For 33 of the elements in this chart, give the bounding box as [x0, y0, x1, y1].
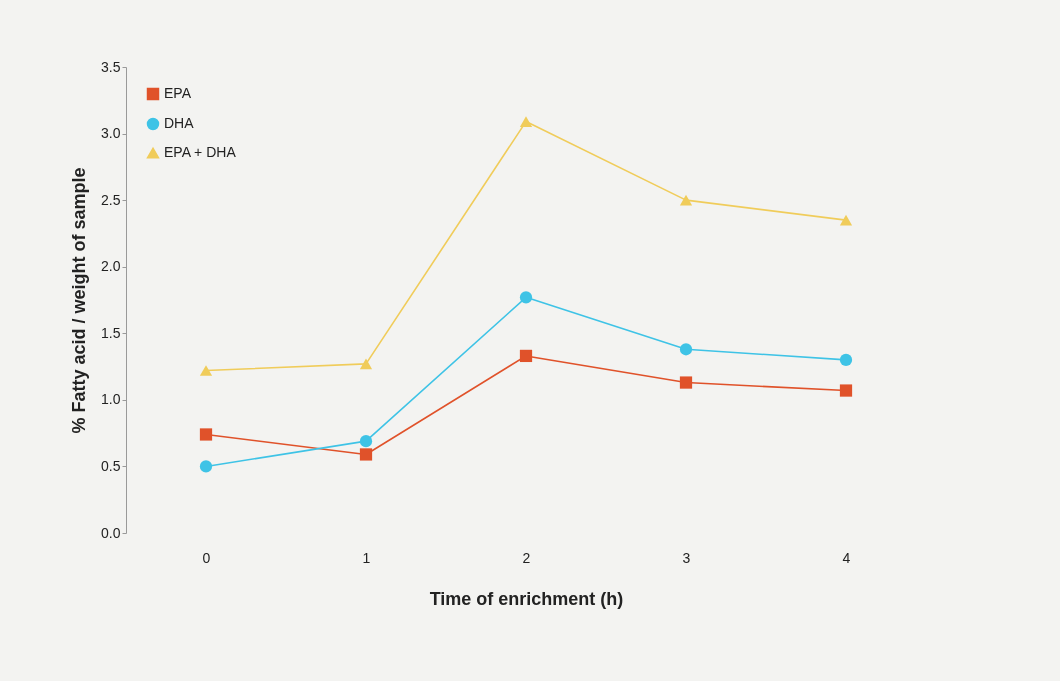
point [199, 428, 213, 441]
point [679, 343, 693, 356]
x-tick-label: 3 [682, 549, 691, 566]
point [359, 358, 373, 370]
y-tick-label: 0.5 [101, 457, 121, 474]
point [839, 214, 853, 226]
point [839, 384, 853, 397]
x-tick-label: 0 [202, 549, 211, 566]
point [359, 435, 373, 448]
legend-label: DHA [164, 115, 195, 131]
point [519, 291, 533, 304]
point [679, 376, 693, 389]
point [199, 460, 213, 473]
x-axis-title: Time of enrichment (h) [429, 588, 624, 609]
y-tick-label: 1.5 [101, 324, 121, 341]
point [839, 353, 853, 367]
point [519, 116, 533, 127]
y-tick-label: 2.0 [101, 258, 121, 275]
point [519, 349, 533, 363]
legend-label: EPA [164, 85, 192, 101]
y-axis-title: % Fatty acid / weight of sample [69, 167, 90, 434]
y-tick-label: 3.5 [101, 58, 121, 75]
point [199, 365, 213, 376]
legend-label: EPA + DHA [164, 144, 237, 160]
x-tick-label: 4 [842, 549, 851, 566]
y-tick-label: 0.0 [101, 524, 121, 541]
y-tick-label: 1.0 [101, 391, 121, 408]
y-tick-label: 2.5 [101, 191, 121, 208]
x-tick-label: 1 [362, 549, 371, 566]
x-tick-label: 2 [522, 549, 531, 566]
point [679, 194, 693, 206]
y-tick-label: 3.0 [101, 125, 121, 142]
point [359, 448, 373, 461]
